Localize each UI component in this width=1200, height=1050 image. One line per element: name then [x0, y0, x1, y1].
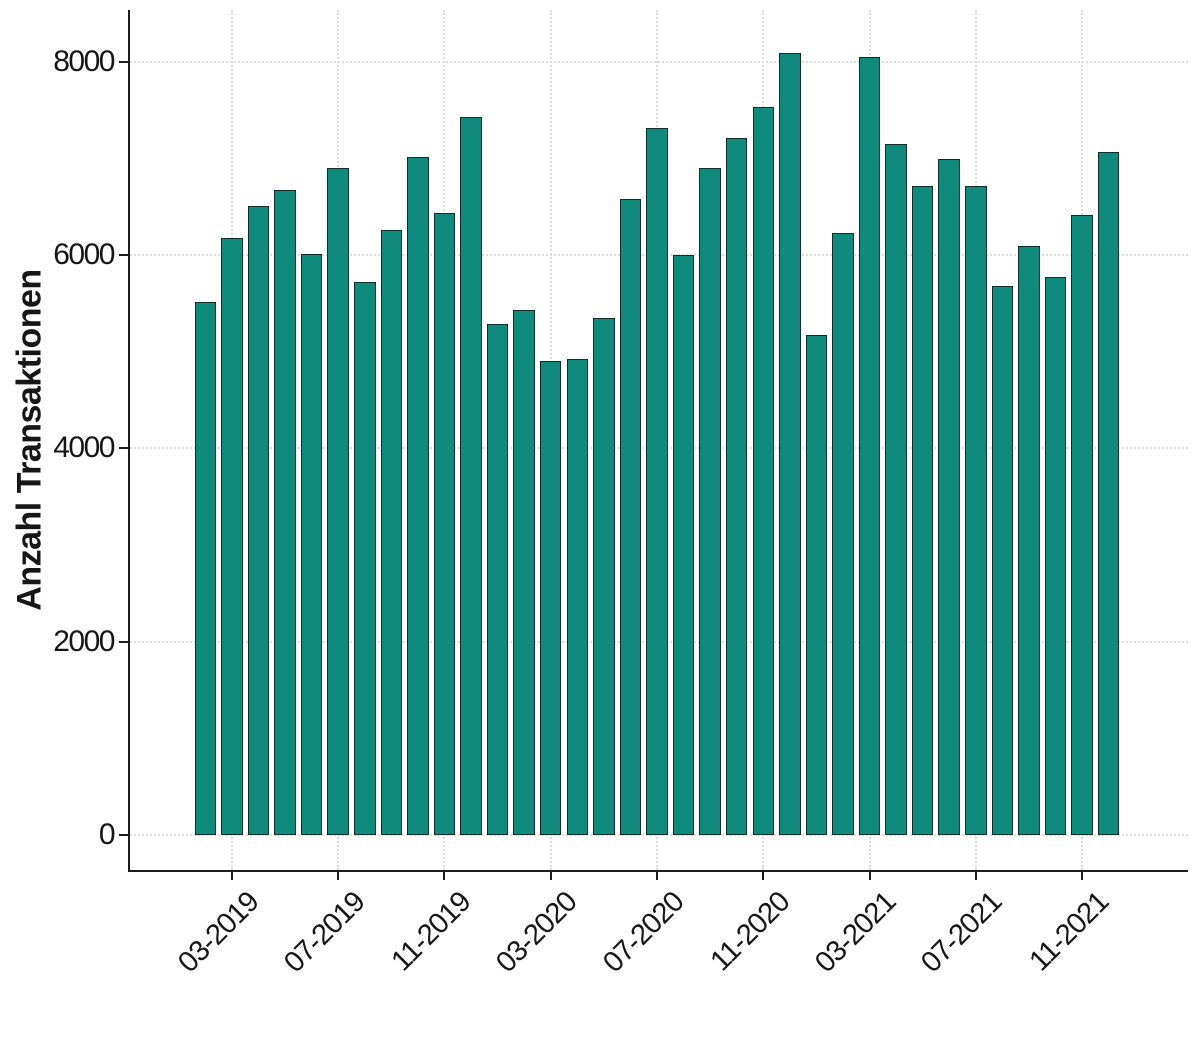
y-tick-label: 4000: [53, 431, 115, 465]
y-tick-label: 8000: [53, 44, 115, 78]
x-axis-tick: [443, 872, 446, 880]
bar-04-2021: [885, 143, 907, 835]
y-axis-tick: [119, 834, 130, 836]
bar-09-2021: [1018, 246, 1040, 835]
bar-03-2019: [221, 237, 243, 835]
bar-11-2020: [752, 107, 774, 835]
bar-05-2021: [911, 186, 934, 835]
bar-09-2020: [699, 168, 721, 835]
bar-06-2020: [619, 199, 642, 835]
x-axis-tick: [230, 872, 233, 880]
bar-04-2019: [247, 205, 270, 835]
bar-05-2020: [593, 317, 615, 835]
x-tick-label: 07-2019: [277, 886, 371, 979]
x-tick-label: 07-2021: [915, 886, 1009, 979]
plot-panel: [128, 10, 1188, 872]
bar-12-2020: [779, 53, 801, 835]
bar-08-2019: [354, 282, 376, 835]
x-axis-tick: [1081, 872, 1084, 880]
bar-12-2021: [1097, 151, 1120, 835]
x-axis-tick: [656, 872, 658, 880]
bar-07-2019: [327, 168, 349, 835]
y-axis-tick: [119, 254, 130, 257]
bar-09-2019: [380, 229, 403, 835]
bar-01-2020: [486, 323, 509, 835]
x-tick-label: 03-2020: [490, 886, 584, 979]
bar-02-2020: [513, 310, 535, 835]
x-tick-label: 11-2019: [385, 886, 478, 978]
bar-02-2021: [832, 232, 854, 835]
x-axis-tick: [549, 872, 552, 880]
bar-10-2020: [725, 138, 748, 835]
bar-04-2020: [566, 358, 589, 835]
x-tick-label: 03-2021: [809, 886, 903, 979]
gridline-horizontal: [130, 834, 1188, 836]
gridline-horizontal: [130, 60, 1188, 63]
bar-02-2019: [194, 302, 217, 835]
x-axis-tick: [974, 872, 977, 880]
bar-10-2019: [407, 156, 429, 835]
bar-07-2021: [965, 186, 987, 835]
x-tick-label: 07-2020: [596, 886, 690, 979]
x-axis-tick: [762, 872, 765, 880]
x-axis-tick: [868, 872, 871, 880]
y-tick-label: 2000: [53, 624, 115, 658]
bar-12-2019: [460, 116, 482, 835]
x-tick-label: 11-2020: [704, 886, 796, 978]
bar-06-2021: [938, 159, 960, 835]
bar-11-2021: [1071, 214, 1093, 835]
bar-11-2019: [433, 212, 456, 835]
bar-03-2020: [539, 361, 562, 835]
y-axis-tick: [119, 447, 130, 450]
bar-05-2019: [274, 190, 296, 835]
y-tick-label: 0: [98, 818, 116, 851]
bar-07-2020: [646, 127, 668, 835]
x-tick-label: 11-2021: [1023, 886, 1115, 978]
bar-10-2021: [1044, 277, 1067, 835]
y-axis-tick: [119, 60, 130, 63]
bar-06-2019: [300, 254, 323, 835]
y-tick-label: 6000: [53, 238, 115, 272]
bar-08-2021: [991, 286, 1014, 835]
x-axis-tick: [337, 872, 340, 880]
bar-08-2020: [672, 255, 695, 835]
x-tick-label: 03-2019: [171, 886, 265, 979]
bar-01-2021: [805, 335, 828, 835]
y-axis-tick: [119, 640, 130, 643]
bar-03-2021: [858, 56, 881, 835]
